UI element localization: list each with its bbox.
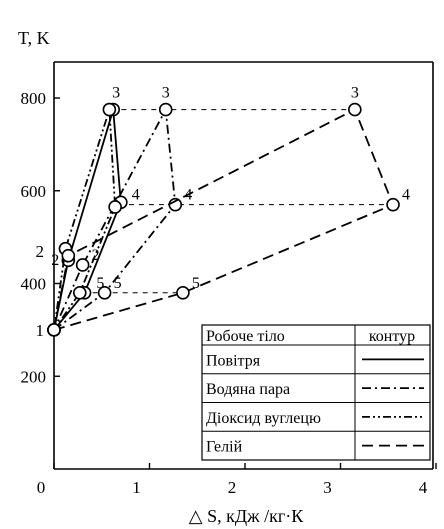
x-tick-label: 0 — [37, 478, 46, 497]
series-line — [53, 106, 177, 331]
x-tick-label: 4 — [419, 478, 428, 497]
state-point — [72, 285, 87, 300]
y-state-label: 2 — [36, 242, 45, 261]
point-label: 4 — [184, 187, 192, 204]
state-point — [102, 102, 117, 117]
x-tick-label: 1 — [132, 478, 141, 497]
state-point — [75, 258, 90, 272]
legend-entry-label: Повітря — [206, 352, 261, 369]
series-dashdotdot — [47, 102, 122, 337]
x-tick-label: 2 — [228, 478, 237, 497]
legend-header-left: Робоче тіло — [206, 328, 285, 345]
state-point — [348, 102, 362, 117]
series-line — [53, 108, 395, 331]
point-label: 3 — [112, 85, 120, 102]
legend-entry-label: Діоксид вуглецю — [206, 410, 321, 427]
legend-entry-label: Водяна пара — [206, 381, 290, 398]
point-label: 2 — [92, 247, 100, 264]
point-label: 5 — [192, 275, 200, 292]
state-point — [61, 248, 76, 263]
series-layer — [47, 102, 400, 337]
y-axis-label: T, K — [18, 28, 50, 48]
state-point — [386, 197, 400, 212]
x-axis-label: △ S, кДж /кг·К — [189, 506, 304, 526]
point-label: 3 — [351, 85, 359, 102]
state-point — [158, 102, 173, 117]
point-label: 4 — [132, 187, 140, 204]
y-tick-label: 200 — [21, 367, 47, 386]
legend-entry-label: Гелій — [206, 439, 243, 456]
y-state-label: 1 — [36, 321, 45, 340]
x-tick-label: 3 — [323, 478, 332, 497]
y-ticks: 200 400 600 800 1 2 — [21, 89, 60, 386]
point-label: 5 — [96, 275, 104, 292]
y-tick-label: 800 — [21, 89, 47, 108]
reference-lines — [82, 109, 394, 294]
x-ticks: 0 1 2 3 4 — [37, 463, 437, 497]
state-point — [97, 285, 112, 300]
series-solid — [47, 102, 128, 337]
series-line — [53, 109, 117, 331]
y-tick-label: 400 — [21, 275, 47, 294]
legend-rows: Повітря Водяна пара Діоксид вуглецю Гелій — [202, 344, 430, 456]
point-label: 2 — [51, 252, 59, 269]
point-label: 3 — [162, 85, 170, 102]
legend-frame — [201, 324, 431, 461]
point-label: 4 — [402, 187, 410, 204]
state-point — [176, 285, 190, 300]
legend-header-right: контур — [369, 328, 415, 345]
state-point — [47, 323, 61, 337]
legend: Робоче тіло контур Повітря Водяна пара Діо… — [201, 324, 431, 461]
point-label: 5 — [114, 275, 122, 292]
y-tick-label: 600 — [21, 182, 47, 201]
series-dashed — [47, 102, 400, 337]
state-point — [108, 200, 122, 214]
axes — [53, 61, 434, 470]
